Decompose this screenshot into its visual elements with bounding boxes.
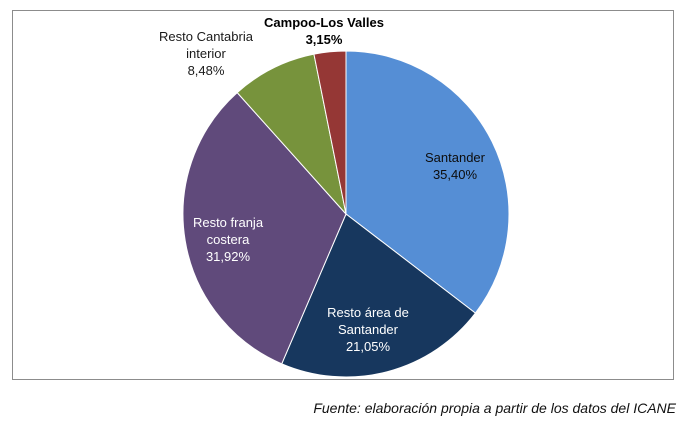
label-santander-name: Santander bbox=[425, 150, 485, 165]
label-campoo: Campoo-Los Valles 3,15% bbox=[249, 14, 399, 48]
pie-slice-campoo-los-valles bbox=[313, 50, 347, 215]
pie-slice-resto-franja-costera bbox=[182, 91, 347, 365]
label-resto-franja: Resto franja costera 31,92% bbox=[173, 214, 283, 265]
pie-slice-resto-rea-de-santander bbox=[281, 213, 477, 378]
chart-frame: Santander 35,40% Resto área de Santander… bbox=[12, 10, 674, 380]
label-resto-area-name2: Santander bbox=[338, 322, 398, 337]
label-resto-area-value: 21,05% bbox=[345, 339, 391, 354]
pie-chart bbox=[182, 50, 510, 378]
label-campoo-name: Campoo-Los Valles bbox=[264, 15, 384, 30]
label-santander-value: 35,40% bbox=[432, 167, 478, 182]
label-santander: Santander 35,40% bbox=[405, 149, 505, 183]
label-resto-area: Resto área de Santander 21,05% bbox=[313, 304, 423, 355]
label-resto-franja-name2: costera bbox=[206, 232, 250, 247]
label-campoo-value: 3,15% bbox=[305, 32, 343, 47]
pie-slice-resto-cantabria-interior bbox=[236, 53, 347, 216]
label-resto-franja-value: 31,92% bbox=[205, 249, 251, 264]
label-resto-franja-name1: Resto franja bbox=[192, 215, 264, 230]
label-resto-cantabria: Resto Cantabria interior 8,48% bbox=[141, 28, 271, 79]
source-note: Fuente: elaboración propia a partir de l… bbox=[313, 400, 676, 416]
label-resto-area-name1: Resto área de bbox=[327, 305, 409, 320]
label-resto-cantabria-name1: Resto Cantabria bbox=[159, 29, 253, 44]
label-resto-cantabria-value: 8,48% bbox=[187, 63, 225, 78]
pie-slice-santander bbox=[345, 50, 510, 314]
label-resto-cantabria-name2: interior bbox=[186, 46, 226, 61]
